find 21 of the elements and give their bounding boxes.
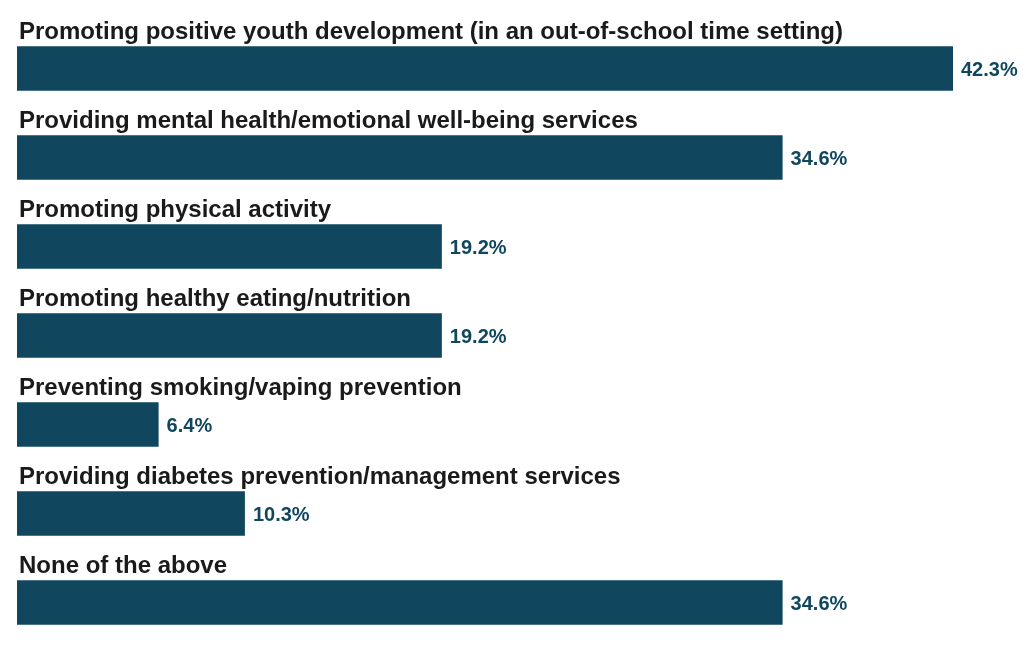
- y-tick-label: Promoting positive youth development (in an out-of-school time setting): [19, 17, 844, 45]
- data-label: 19.2%: [449, 325, 507, 348]
- data-label: 6.4%: [166, 414, 213, 437]
- bar: [17, 224, 442, 269]
- y-tick-label: Providing mental health/emotional well-being services: [19, 106, 638, 134]
- data-label: 34.6%: [790, 592, 848, 615]
- data-label: 34.6%: [790, 147, 848, 170]
- bar: [17, 580, 783, 625]
- bar: [17, 135, 783, 180]
- y-tick-label: Providing diabetes prevention/management services: [19, 462, 621, 490]
- bar: [17, 46, 953, 91]
- bar: [17, 402, 159, 447]
- y-tick-label: Preventing smoking/vaping prevention: [19, 373, 462, 401]
- y-tick-label: Promoting healthy eating/nutrition: [19, 284, 411, 312]
- y-tick-label: Promoting physical activity: [19, 195, 332, 223]
- data-label: 42.3%: [961, 58, 1018, 81]
- bar: [17, 313, 442, 358]
- data-label: 10.3%: [252, 503, 310, 526]
- y-tick-label: None of the above: [19, 551, 228, 579]
- data-label: 19.2%: [449, 236, 507, 259]
- bar: [17, 491, 245, 536]
